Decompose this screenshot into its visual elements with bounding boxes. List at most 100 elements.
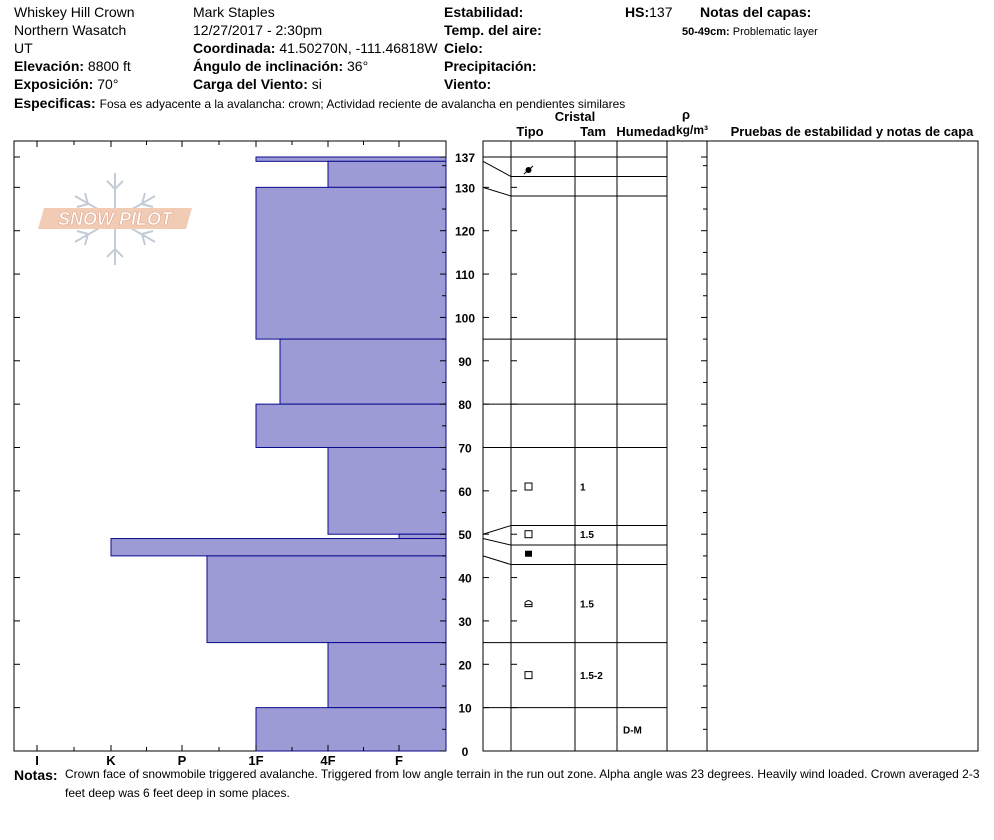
solid-crystal-icon	[525, 550, 532, 557]
aspect-label: Exposición:	[14, 76, 94, 92]
col-density-unit: kg/m³	[676, 123, 708, 137]
specifics-value: Fosa es adyacente a la avalancha: crown;…	[99, 97, 626, 111]
location-name: Whiskey Hill Crown	[14, 4, 135, 20]
slope-label: Ángulo de inclinación:	[193, 58, 344, 74]
precip-label: Precipitación:	[444, 58, 537, 74]
notes-text: Crown face of snowmobile triggered avala…	[65, 767, 980, 800]
layer-connector	[482, 160, 512, 177]
hardness-layer-bar	[327, 446, 447, 535]
depth-tick-label: 50	[458, 528, 472, 542]
crystal-size-label: 1	[580, 483, 586, 494]
hardness-tick-label: 4F	[320, 753, 335, 768]
depth-tick-label: 137	[455, 151, 475, 165]
col-moisture: Humedad	[616, 124, 675, 139]
observation-datetime: 12/27/2017 - 2:30pm	[193, 22, 323, 38]
crystal-size-label: 1.5-2	[580, 671, 603, 682]
layer-note-text: Problematic layer	[732, 26, 818, 38]
depth-tick-label: 30	[458, 615, 472, 629]
coordinate-field: Coordinada: 41.50270N, -111.46818W	[193, 40, 438, 56]
rounding-facet-icon	[524, 600, 533, 608]
snowpilot-logo: SNOW PILOT	[38, 173, 192, 265]
depth-tick-label: 100	[455, 311, 475, 325]
depth-tick-label: 70	[458, 441, 472, 455]
depth-tick-label: 60	[458, 485, 472, 499]
depth-tick-label: 120	[455, 225, 475, 239]
faceted-crystal-icon	[524, 482, 533, 491]
depth-tick-label: 20	[458, 658, 472, 672]
hardness-tick-label: F	[395, 753, 403, 768]
col-type: Tipo	[516, 124, 543, 139]
wind-load-field: Carga del Viento: si	[193, 76, 322, 92]
hardness-tick-label: I	[35, 753, 39, 768]
observer-name: Mark Staples	[193, 4, 275, 20]
layer-table-frame	[482, 140, 979, 752]
specifics-field: Especificas: Fosa es adyacente a la aval…	[14, 95, 625, 112]
hs-value: 137	[649, 4, 673, 20]
wind-load-value: si	[311, 76, 322, 92]
slope-field: Ángulo de inclinación: 36°	[193, 58, 368, 74]
elevation-field: Elevación: 8800 ft	[14, 58, 131, 74]
sky-label: Cielo:	[444, 40, 483, 56]
layer-note-depth: 50-49cm:	[682, 26, 730, 38]
col-tests: Pruebas de estabilidad y notas de capa	[731, 124, 975, 139]
stability-label: Estabilidad:	[444, 4, 524, 20]
hardness-tick-label: K	[106, 753, 116, 768]
col-size: Tam	[580, 124, 606, 139]
crystal-size-label: 1.5	[580, 600, 594, 611]
layer-rows	[482, 156, 667, 752]
slope-value: 36°	[347, 58, 369, 74]
precip-particle-icon-slash	[523, 165, 534, 175]
depth-tick-label: 110	[455, 268, 475, 282]
elevation-label: Elevación:	[14, 58, 85, 74]
depth-tick-label: 130	[455, 181, 475, 195]
hs-field: HS:137	[625, 4, 672, 20]
depth-tick-label: 10	[458, 702, 472, 716]
coordinate-value: 41.50270N, -111.46818W	[279, 40, 438, 56]
moisture-label: D-M	[623, 725, 642, 736]
hardness-layer-bar	[255, 186, 447, 340]
layer-connector	[482, 538, 512, 546]
coordinate-label: Coordinada:	[193, 40, 276, 56]
specifics-label: Especificas:	[14, 95, 96, 111]
layer-connector	[482, 186, 512, 197]
notes-label: Notas:	[14, 767, 58, 783]
hardness-layer-bar	[327, 642, 447, 709]
hardness-axis: I K P 1F 4F F	[35, 141, 403, 768]
hardness-layer-bar	[255, 707, 447, 752]
hardness-bars	[110, 156, 447, 752]
wind-load-label: Carga del Viento:	[193, 76, 308, 92]
depth-tick-label: 0	[462, 745, 469, 759]
hardness-layer-bar	[327, 160, 447, 188]
hardness-tick-label: P	[178, 753, 187, 768]
crystal-size-label: 1.5	[580, 530, 594, 541]
layer-connector	[482, 525, 512, 535]
layer-notes-label: Notas del capas:	[700, 4, 812, 20]
hardness-layer-bar	[398, 533, 447, 540]
col-rho: ρ	[682, 107, 690, 122]
faceted-crystal-icon	[524, 530, 533, 539]
hardness-layer-bar	[255, 156, 447, 162]
layer-connector	[482, 555, 512, 566]
col-crystal: Cristal	[555, 109, 595, 124]
logo-text: SNOW PILOT	[58, 209, 174, 229]
depth-tick-label: 40	[458, 572, 472, 586]
hardness-layer-bar	[279, 338, 447, 405]
hardness-layer-bar	[206, 555, 447, 644]
layer-note: 50-49cm: Problematic layer	[682, 24, 818, 40]
depth-tick-label: 80	[458, 398, 472, 412]
crystal-marks: 1 1.5 1.5 1.5-2 D-M	[523, 165, 642, 736]
range-name: Northern Wasatch	[14, 22, 127, 38]
state-name: UT	[14, 40, 33, 56]
depth-tick-label: 90	[458, 355, 472, 369]
hardness-layer-bar	[110, 538, 447, 557]
air-temp-label: Temp. del aire:	[444, 22, 542, 38]
faceted-crystal-icon	[524, 671, 533, 680]
wind-label: Viento:	[444, 76, 492, 92]
aspect-value: 70°	[97, 76, 119, 92]
hs-label: HS:	[625, 4, 650, 20]
hardness-tick-label: 1F	[248, 753, 263, 768]
hardness-layer-bar	[255, 403, 447, 448]
aspect-field: Exposición: 70°	[14, 76, 118, 92]
elevation-value: 8800 ft	[87, 58, 131, 74]
